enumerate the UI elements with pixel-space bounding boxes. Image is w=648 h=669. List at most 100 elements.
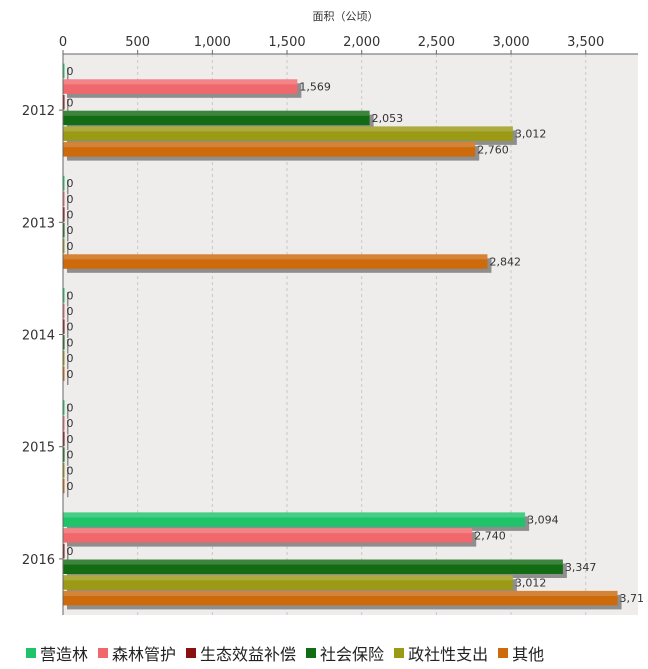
- bar-shadow: [67, 404, 69, 419]
- bar-highlight: [63, 126, 513, 132]
- bar: [63, 110, 370, 126]
- data-label: 3,012: [515, 576, 547, 589]
- bar: [63, 79, 298, 94]
- data-label: 2,760: [477, 143, 509, 156]
- legend-item[interactable]: 森林管护: [98, 641, 176, 665]
- bar-highlight: [63, 110, 370, 116]
- bar: [63, 222, 65, 238]
- legend-swatch: [186, 648, 197, 658]
- x-tick-label: 1,500: [268, 35, 305, 50]
- data-label: 3,347: [565, 561, 597, 574]
- bar: [63, 126, 513, 141]
- bar-shadow: [67, 292, 69, 307]
- data-label: 0: [67, 208, 74, 221]
- data-label: 3,094: [527, 514, 559, 527]
- legend-swatch: [26, 648, 36, 658]
- legend-swatch: [98, 648, 109, 658]
- bar: [63, 512, 526, 527]
- bar-shadow: [67, 482, 69, 498]
- x-tick-label: 0: [59, 35, 67, 50]
- x-tick-label: 3,000: [492, 35, 529, 50]
- bar-shadow: [67, 211, 69, 226]
- data-label: 0: [67, 433, 74, 446]
- bar: [63, 319, 65, 334]
- legend-item[interactable]: 营造林: [26, 641, 88, 665]
- data-label: 2,842: [489, 256, 521, 269]
- bar-shadow: [67, 370, 69, 385]
- legend-label: 营造林: [40, 645, 89, 664]
- data-label: 0: [67, 449, 74, 462]
- data-label: 0: [67, 352, 74, 365]
- bar-shadow: [67, 307, 69, 323]
- bar-shadow: [67, 179, 69, 195]
- y-axis-categories: 2012 2013 2014 2015 2016: [22, 104, 63, 568]
- data-label: 0: [67, 321, 74, 334]
- x-tick-label: 2,500: [418, 35, 455, 50]
- x-tick-label: 2,000: [343, 35, 380, 50]
- bar: [63, 575, 513, 590]
- data-label: 2,740: [474, 529, 506, 542]
- bar-shadow: [67, 435, 69, 451]
- legend-item[interactable]: 社会保险: [306, 641, 384, 665]
- bar-highlight: [63, 590, 618, 596]
- bar-shadow: [67, 195, 69, 210]
- bar: [63, 447, 65, 462]
- data-label: 0: [67, 177, 74, 190]
- bar-highlight: [63, 254, 488, 260]
- data-label: 0: [67, 417, 74, 430]
- data-label: 0: [67, 464, 74, 477]
- x-axis-ticks: 0 500 1,000 1,500 2,000 2,500 3,000 3,500: [59, 35, 604, 54]
- data-label: 3,71: [620, 592, 645, 605]
- legend-swatch: [306, 648, 317, 658]
- bar-shadow: [67, 451, 69, 466]
- bar-shadow: [67, 323, 69, 338]
- legend-label: 生态效益补偿: [200, 645, 297, 664]
- data-label: 0: [67, 305, 74, 318]
- bar: [63, 590, 618, 606]
- bar: [63, 303, 65, 319]
- legend-swatch: [498, 648, 509, 658]
- legend-label: 其他: [512, 645, 545, 664]
- y-category-label: 2015: [22, 441, 55, 456]
- x-tick-label: 3,500: [567, 35, 604, 50]
- y-category-label: 2013: [22, 216, 55, 231]
- x-tick-label: 1,000: [194, 35, 231, 50]
- bar-shadow: [67, 226, 69, 242]
- bar-shadow: [67, 419, 69, 435]
- legend: 营造林 森林管护 生态效益补偿 社会保险 政社性支出 其他: [26, 641, 554, 665]
- bar: [63, 559, 563, 574]
- bar-highlight: [63, 142, 476, 148]
- y-category-label: 2016: [22, 553, 55, 568]
- bar: [63, 95, 65, 110]
- data-labels: 0 1,569 0 2,053 3,012 2,760 0 0 0 0 0 2,842 0 0 0 0 0 0 0 0…: [67, 65, 645, 605]
- legend-swatch: [394, 648, 405, 658]
- bar-shadow: [67, 242, 69, 258]
- data-label: 0: [67, 336, 74, 349]
- bar-highlight: [63, 559, 563, 565]
- bar: [63, 350, 65, 366]
- legend-label: 社会保险: [320, 645, 385, 664]
- data-label: 0: [67, 401, 74, 414]
- bar: [63, 238, 65, 254]
- legend-item[interactable]: 其他: [498, 641, 544, 665]
- bar: [63, 478, 65, 494]
- bar: [63, 543, 65, 559]
- data-label: 0: [67, 545, 74, 558]
- bar: [63, 366, 65, 381]
- bar-highlight: [63, 79, 298, 85]
- data-label: 0: [67, 289, 74, 302]
- bar: [63, 191, 65, 206]
- bar-shadow: [67, 339, 69, 354]
- bar-shadow: [67, 354, 69, 370]
- bar: [63, 528, 473, 543]
- x-tick-label: 500: [125, 35, 150, 50]
- data-label: 0: [67, 193, 74, 206]
- bar-shadow: [67, 99, 69, 114]
- data-label: 0: [67, 240, 74, 253]
- legend-item[interactable]: 生态效益补偿: [186, 641, 296, 665]
- bars: [63, 63, 622, 610]
- y-category-label: 2012: [22, 104, 55, 119]
- bar: [63, 142, 476, 157]
- legend-item[interactable]: 政社性支出: [394, 641, 488, 665]
